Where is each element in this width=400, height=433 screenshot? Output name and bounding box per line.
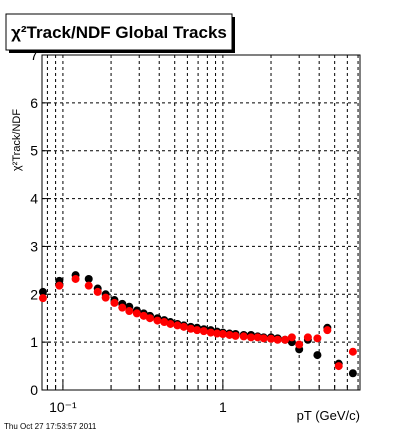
data-point [231,331,240,340]
data-point [303,333,312,342]
data-point [125,307,134,316]
y-tick-label: 6 [30,95,38,111]
data-point [193,326,202,335]
data-point [323,326,332,335]
data-point [348,369,357,378]
data-point [225,330,234,339]
data-point [38,294,47,303]
plot-frame [41,54,361,391]
data-point [313,334,322,343]
data-point [267,334,276,343]
data-point [84,281,93,290]
data-point [287,333,296,342]
data-point [84,274,93,283]
data-point [160,318,169,327]
data-point [239,332,248,341]
data-point [153,316,162,325]
data-point [186,324,195,333]
data-point [334,362,343,371]
y-tick-label: 2 [30,286,38,302]
y-tick-label: 4 [30,191,38,207]
data-point [348,347,357,356]
data-point [253,333,262,342]
data-point [139,311,148,320]
data-point [213,329,222,338]
data-point [179,322,188,331]
data-point [101,293,110,302]
y-axis-label: χ²Track/NDF [11,109,23,171]
data-point [166,319,175,328]
data-point [273,335,282,344]
data-point [145,314,154,323]
data-point [281,335,290,344]
title-box [5,13,233,51]
data-point [132,309,141,318]
data-point [173,321,182,330]
data-point [259,334,268,343]
chart-title: χ²Track/NDF Global Tracks [11,23,227,42]
data-point [118,303,127,312]
y-tick-label: 7 [30,47,38,63]
data-point [313,351,322,360]
y-tick-label: 0 [30,382,38,398]
x-axis-label: pT (GeV/c) [297,408,360,423]
data-point [218,330,227,339]
data-point [206,328,215,337]
x-tick-label: 1 [219,399,227,415]
data-point [247,333,256,342]
data-point [199,327,208,336]
y-tick-label: 1 [30,334,38,350]
data-point [71,274,80,283]
data-point [295,340,304,349]
data-point [110,298,119,307]
data-point [93,287,102,296]
y-tick-label: 3 [30,238,38,254]
data-point [38,287,47,296]
timestamp: Thu Oct 27 17:53:57 2011 [4,422,97,431]
x-tick-label: 10⁻¹ [49,399,77,415]
y-tick-label: 5 [30,143,38,159]
data-point [55,281,64,290]
